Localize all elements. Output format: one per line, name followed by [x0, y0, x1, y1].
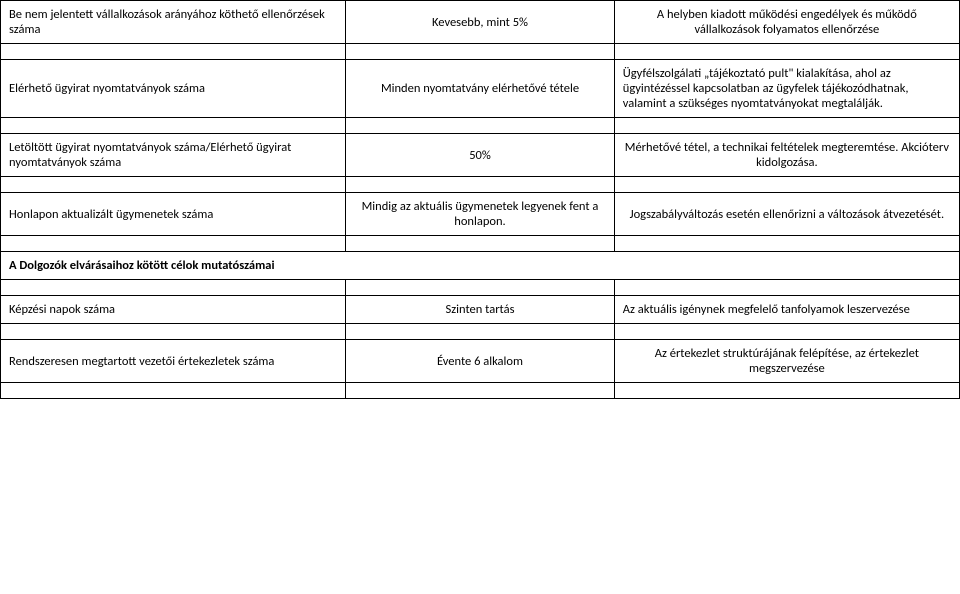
empty-cell	[614, 177, 959, 193]
empty-cell	[346, 177, 615, 193]
table-row: Elérhető ügyirat nyomtatványok száma Min…	[1, 60, 960, 118]
cell: Rendszeresen megtartott vezetői értekezl…	[1, 340, 346, 383]
cell: Évente 6 alkalom	[346, 340, 615, 383]
spacer-row	[1, 383, 960, 399]
empty-cell	[1, 383, 346, 399]
cell: Jogszabályváltozás esetén ellenőrizni a …	[614, 193, 959, 236]
cell: Be nem jelentett vállalkozások arányához…	[1, 1, 346, 44]
empty-cell	[1, 44, 346, 60]
empty-cell	[1, 236, 346, 252]
empty-cell	[346, 324, 615, 340]
indicators-table: Be nem jelentett vállalkozások arányához…	[0, 0, 960, 399]
spacer-row	[1, 324, 960, 340]
empty-cell	[1, 118, 346, 134]
cell: Letöltött ügyirat nyomtatványok száma/El…	[1, 134, 346, 177]
spacer-row	[1, 236, 960, 252]
empty-cell	[614, 324, 959, 340]
empty-cell	[346, 118, 615, 134]
cell: Az értekezlet struktúrájának felépítése,…	[614, 340, 959, 383]
table-row: Honlapon aktualizált ügymenetek száma Mi…	[1, 193, 960, 236]
empty-cell	[346, 44, 615, 60]
cell: 50%	[346, 134, 615, 177]
cell: Az aktuális igénynek megfelelő tanfolyam…	[614, 296, 959, 324]
cell: Szinten tartás	[346, 296, 615, 324]
cell: Honlapon aktualizált ügymenetek száma	[1, 193, 346, 236]
empty-cell	[614, 118, 959, 134]
table-row: Be nem jelentett vállalkozások arányához…	[1, 1, 960, 44]
spacer-row	[1, 280, 960, 296]
table-row: Képzési napok száma Szinten tartás Az ak…	[1, 296, 960, 324]
section-header: A Dolgozók elvárásaihoz kötött célok mut…	[1, 252, 960, 280]
cell: Ügyfélszolgálati „tájékoztató pult" kial…	[614, 60, 959, 118]
cell: Elérhető ügyirat nyomtatványok száma	[1, 60, 346, 118]
cell: Képzési napok száma	[1, 296, 346, 324]
spacer-row	[1, 177, 960, 193]
spacer-row	[1, 44, 960, 60]
empty-cell	[346, 236, 615, 252]
empty-cell	[614, 280, 959, 296]
table-row: Letöltött ügyirat nyomtatványok száma/El…	[1, 134, 960, 177]
empty-cell	[1, 280, 346, 296]
cell: Mindig az aktuális ügymenetek legyenek f…	[346, 193, 615, 236]
table-row: Rendszeresen megtartott vezetői értekezl…	[1, 340, 960, 383]
empty-cell	[614, 44, 959, 60]
empty-cell	[346, 280, 615, 296]
spacer-row	[1, 118, 960, 134]
empty-cell	[346, 383, 615, 399]
empty-cell	[1, 177, 346, 193]
empty-cell	[614, 236, 959, 252]
empty-cell	[1, 324, 346, 340]
section-header-row: A Dolgozók elvárásaihoz kötött célok mut…	[1, 252, 960, 280]
cell: Mérhetővé tétel, a technikai feltételek …	[614, 134, 959, 177]
empty-cell	[614, 383, 959, 399]
cell: Kevesebb, mint 5%	[346, 1, 615, 44]
cell: A helyben kiadott működési engedélyek és…	[614, 1, 959, 44]
cell: Minden nyomtatvány elérhetővé tétele	[346, 60, 615, 118]
